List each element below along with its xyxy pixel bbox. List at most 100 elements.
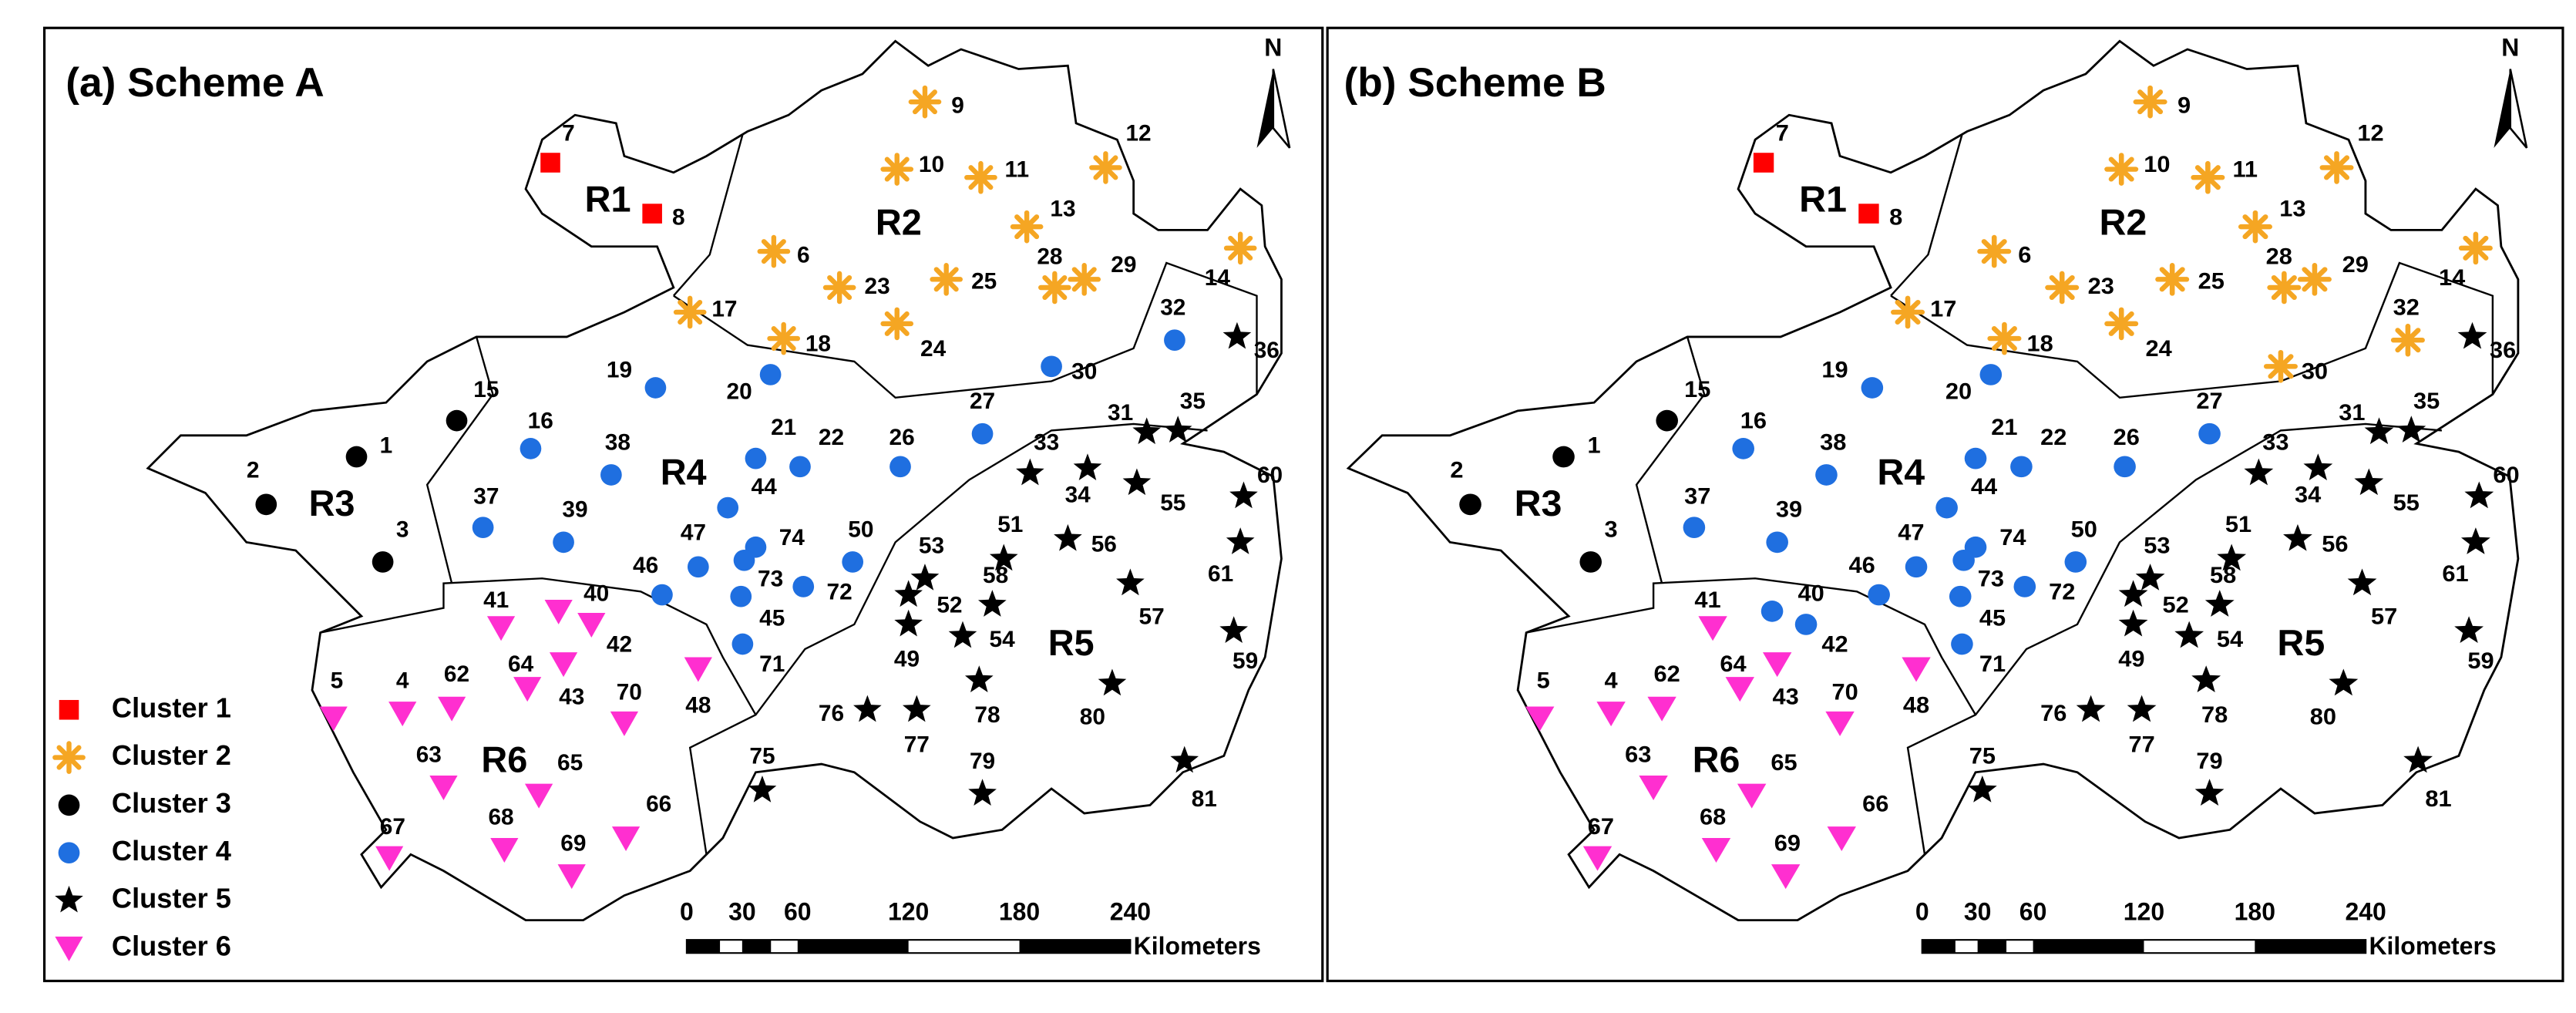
station-label: 44 <box>751 474 777 500</box>
marker-triangle <box>1596 702 1626 727</box>
marker-star <box>2303 453 2333 481</box>
marker-circle <box>717 496 739 519</box>
station-label: 60 <box>1257 463 1283 488</box>
station-label: 62 <box>1654 661 1680 686</box>
scale-bar-segment <box>2255 940 2366 954</box>
marker-star <box>2403 745 2433 773</box>
asterisk-stroke <box>884 311 910 336</box>
station-label: 33 <box>1034 429 1059 455</box>
marker-star <box>2464 481 2494 509</box>
station-label: 60 <box>2493 463 2519 487</box>
station-label: 28 <box>1037 244 1062 270</box>
marker-triangle <box>319 706 348 732</box>
marker-circle <box>759 364 782 385</box>
region-label: R4 <box>1877 453 1925 493</box>
marker-asterisk <box>2263 349 2298 383</box>
station-label: 57 <box>1139 604 1165 629</box>
marker-star <box>2460 527 2490 554</box>
marker-circle <box>1552 446 1575 468</box>
asterisk-stroke <box>1093 155 1118 180</box>
station-label: 22 <box>2040 425 2067 449</box>
marker-star <box>2217 544 2247 571</box>
marker-star <box>2354 468 2384 496</box>
station-label: 8 <box>672 204 685 230</box>
station-label: 27 <box>2196 389 2222 413</box>
marker-triangle <box>513 677 542 702</box>
station-label: 50 <box>2071 517 2097 542</box>
station-label: 52 <box>937 592 962 618</box>
station-label: 23 <box>865 274 890 299</box>
marker-star <box>978 590 1007 617</box>
station-label: 39 <box>562 497 587 523</box>
station-label: 2 <box>247 458 260 483</box>
marker-triangle <box>1737 783 1767 809</box>
scale-label: 60 <box>2019 897 2047 925</box>
station-label: 25 <box>971 268 997 294</box>
marker-star <box>1122 468 1152 496</box>
marker-star <box>1219 616 1248 644</box>
station-label: 68 <box>488 804 513 830</box>
scale-label: 0 <box>680 897 694 925</box>
scale-bar-segment <box>1977 940 2007 954</box>
region-label: R5 <box>2277 624 2325 664</box>
marker-star <box>1116 568 1145 596</box>
station-label: 31 <box>1108 400 1133 426</box>
asterisk-stroke <box>1895 299 1921 325</box>
marker-star <box>2118 580 2148 607</box>
asterisk-stroke <box>2271 274 2297 301</box>
marker-star <box>2118 609 2148 637</box>
asterisk-stroke <box>1071 267 1097 292</box>
scale-label: 120 <box>888 897 929 925</box>
station-label: 22 <box>819 425 844 450</box>
asterisk-stroke <box>56 745 82 770</box>
station-label: 21 <box>771 415 796 440</box>
asterisk-stroke <box>1991 326 2017 352</box>
station-label: 1 <box>380 433 393 459</box>
region-label: R2 <box>2099 203 2147 243</box>
scale-bar-segment <box>1019 940 1131 954</box>
station-label: 75 <box>749 743 775 769</box>
asterisk-stroke <box>2324 155 2350 180</box>
marker-asterisk <box>673 295 707 329</box>
station-label: 14 <box>1205 265 1231 291</box>
marker-star <box>964 665 994 692</box>
station-label: 5 <box>1537 668 1550 693</box>
marker-asterisk <box>757 234 791 268</box>
station-label: 62 <box>444 661 469 687</box>
station-label: 18 <box>805 331 831 356</box>
station-label: 2 <box>1450 458 1463 483</box>
station-label: 47 <box>1898 520 1924 545</box>
marker-star <box>989 544 1018 571</box>
station-label: 56 <box>1091 531 1117 557</box>
marker-triangle <box>1827 826 1856 852</box>
station-label: 19 <box>1821 358 1848 382</box>
station-label: 38 <box>605 429 631 455</box>
marker-triangle <box>1639 776 1668 800</box>
region-border <box>1890 134 1963 297</box>
station-label: 52 <box>2162 593 2188 618</box>
station-label: 49 <box>2118 647 2144 671</box>
station-label: 58 <box>983 563 1008 588</box>
station-label: 66 <box>646 791 671 816</box>
station-label: 36 <box>2490 338 2516 362</box>
scale-label: 180 <box>2235 897 2275 925</box>
station-label: 4 <box>396 668 409 693</box>
region-label: R2 <box>876 202 922 242</box>
panel-title: (b) Scheme B <box>1343 60 1606 106</box>
scale-unit: Kilometers <box>1134 932 1261 960</box>
station-label: 77 <box>2128 732 2154 757</box>
scale-label: 240 <box>1110 897 1151 925</box>
marker-triangle <box>610 711 639 736</box>
asterisk-stroke <box>2049 274 2075 301</box>
station-label: 81 <box>2425 786 2451 811</box>
station-label: 72 <box>2049 580 2075 604</box>
marker-circle <box>792 576 815 597</box>
station-label: 35 <box>1180 389 1206 414</box>
station-label: 8 <box>1889 205 1902 230</box>
region-label: R6 <box>1693 740 1740 780</box>
marker-circle <box>1794 614 1818 635</box>
station-label: 46 <box>1849 554 1875 578</box>
marker-star <box>2174 621 2204 648</box>
marker-triangle <box>490 838 519 863</box>
asterisk-stroke <box>2108 311 2134 336</box>
